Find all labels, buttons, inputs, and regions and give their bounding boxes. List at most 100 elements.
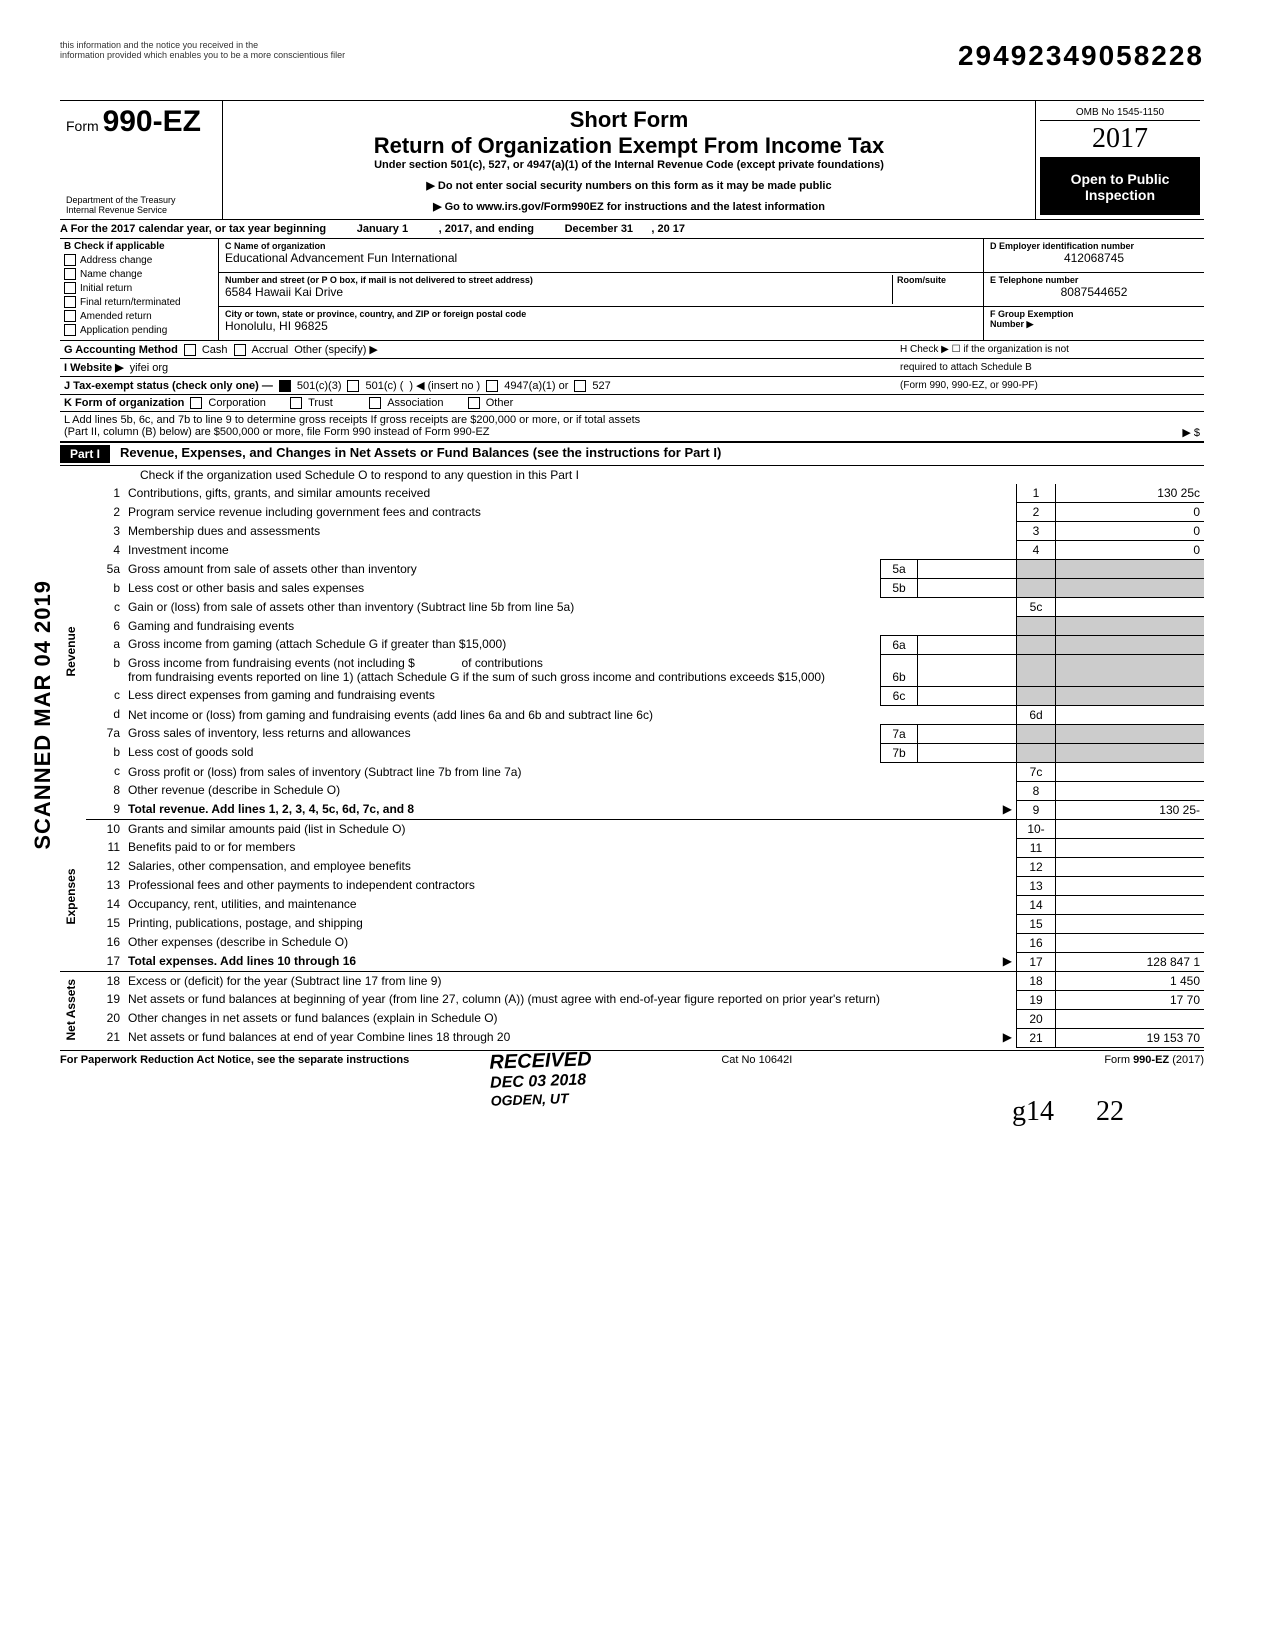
checkbox-icon[interactable] <box>347 380 359 392</box>
h-line1: H Check ▶ ☐ if the organization is not <box>900 344 1200 355</box>
checkbox-icon[interactable] <box>64 296 76 308</box>
line-desc: Gaming and fundraising events <box>124 617 1017 636</box>
table-row: c Gain or (loss) from sale of assets oth… <box>60 598 1204 617</box>
part1-title: Revenue, Expenses, and Changes in Net As… <box>120 445 721 460</box>
l-line2: (Part II, column (B) below) are $500,000… <box>64 426 490 439</box>
col-de: D Employer identification number 4120687… <box>983 239 1204 340</box>
form-number-big: 990-EZ <box>103 105 201 138</box>
table-row: d Net income or (loss) from gaming and f… <box>60 705 1204 724</box>
checkbox-icon[interactable] <box>574 380 586 392</box>
dept-line2: Internal Revenue Service <box>66 205 216 215</box>
line-rightval: 130 25c <box>1056 484 1205 503</box>
line-rightval: 0 <box>1056 541 1205 560</box>
line-subval <box>918 743 1017 762</box>
form-title: Return of Organization Exempt From Incom… <box>233 133 1025 159</box>
table-row: 21 Net assets or fund balances at end of… <box>60 1028 1204 1047</box>
row-i-j: I Website ▶ yifei org required to attach… <box>60 359 1204 377</box>
line-no: 17 <box>86 952 124 971</box>
ein-cell: D Employer identification number 4120687… <box>984 239 1204 273</box>
line-rightno-shaded <box>1017 686 1056 705</box>
checkbox-icon[interactable] <box>468 397 480 409</box>
line-no: 14 <box>86 895 124 914</box>
table-row: 14 Occupancy, rent, utilities, and maint… <box>60 895 1204 914</box>
527-label: 527 <box>592 380 610 392</box>
checkbox-icon[interactable] <box>184 344 196 356</box>
cash-label: Cash <box>202 344 228 356</box>
table-row: a Gross income from gaming (attach Sched… <box>60 635 1204 654</box>
line-rightno: 6d <box>1017 705 1056 724</box>
line-rightval: 0 <box>1056 503 1205 522</box>
checkbox-icon[interactable] <box>64 282 76 294</box>
website-value: yifei org <box>130 362 169 374</box>
checkbox-icon[interactable] <box>64 268 76 280</box>
dept-treasury: Department of the Treasury Internal Reve… <box>66 195 216 215</box>
line-no: 11 <box>86 838 124 857</box>
schedule-o-text: Check if the organization used Schedule … <box>140 468 579 482</box>
line-rightno: 16 <box>1017 933 1056 952</box>
line-rightno: 5c <box>1017 598 1056 617</box>
table-row: 13 Professional fees and other payments … <box>60 876 1204 895</box>
line-desc: Total revenue. Add lines 1, 2, 3, 4, 5c,… <box>128 802 414 816</box>
checkbox-icon[interactable] <box>486 380 498 392</box>
checkbox-application-pending: Application pending <box>64 324 214 336</box>
phone-value: 8087544652 <box>990 285 1198 299</box>
corporation-label: Corporation <box>208 397 265 409</box>
checkbox-label: Initial return <box>80 283 132 294</box>
line-no: 5a <box>86 560 124 579</box>
line-rightno: 10- <box>1017 820 1056 839</box>
room-label: Room/suite <box>897 275 977 285</box>
open-public-1: Open to Public <box>1042 171 1198 187</box>
table-row: 8 Other revenue (describe in Schedule O)… <box>60 781 1204 800</box>
line-rightval <box>1056 705 1205 724</box>
association-label: Association <box>387 397 443 409</box>
col-b-header: B Check if applicable <box>64 241 214 252</box>
line-rightno-shaded <box>1017 724 1056 743</box>
accounting-method-label: G Accounting Method <box>64 344 178 356</box>
omb-number: OMB No 1545-1150 <box>1040 105 1200 121</box>
form-note-2: ▶ Go to www.irs.gov/Form990EZ for instru… <box>233 200 1025 213</box>
checkbox-icon[interactable] <box>234 344 246 356</box>
line-desc: Gross amount from sale of assets other t… <box>124 560 881 579</box>
line-rightno: 1 <box>1017 484 1056 503</box>
line-rightno: 9 <box>1017 800 1056 819</box>
line-desc: Excess or (deficit) for the year (Subtra… <box>124 972 1017 991</box>
footer-mid: Cat No 10642I <box>721 1054 792 1066</box>
line-desc: Printing, publications, postage, and shi… <box>124 914 1017 933</box>
line-no: 20 <box>86 1009 124 1028</box>
checkbox-icon-checked[interactable] <box>279 380 291 392</box>
tax-year: 2017 <box>1040 121 1200 158</box>
arrow-icon: ▶ <box>1003 1030 1012 1044</box>
checkbox-icon[interactable] <box>190 397 202 409</box>
table-row: 12 Salaries, other compensation, and emp… <box>60 857 1204 876</box>
line-rightval <box>1056 914 1205 933</box>
line-rightval: 1 450 <box>1056 972 1205 991</box>
501c3-label: 501(c)(3) <box>297 380 342 392</box>
line-desc: Gross income from gaming (attach Schedul… <box>124 635 881 654</box>
checkbox-name-change: Name change <box>64 268 214 280</box>
city-label: City or town, state or province, country… <box>225 309 977 319</box>
checkbox-icon[interactable] <box>64 324 76 336</box>
table-row: 11 Benefits paid to or for members 11 <box>60 838 1204 857</box>
tax-exempt-label: J Tax-exempt status (check only one) — <box>64 380 273 392</box>
open-public-badge: Open to Public Inspection <box>1040 158 1200 215</box>
line-desc: Net assets or fund balances at beginning… <box>124 990 1017 1009</box>
checkbox-icon[interactable] <box>64 254 76 266</box>
checkbox-icon[interactable] <box>64 310 76 322</box>
line-rightval <box>1056 1009 1205 1028</box>
line-desc-total: Total revenue. Add lines 1, 2, 3, 4, 5c,… <box>124 800 1017 819</box>
checkbox-icon[interactable] <box>290 397 302 409</box>
group-exemption-cell: F Group Exemption Number ▶ <box>984 307 1204 340</box>
line-rightval <box>1056 820 1205 839</box>
period-end2: , 20 17 <box>651 223 685 235</box>
line-no: a <box>86 635 124 654</box>
stamp-date: DEC 03 2018 <box>490 1071 593 1093</box>
line-desc: Contributions, gifts, grants, and simila… <box>124 484 1017 503</box>
line-no: 4 <box>86 541 124 560</box>
group-exemption-label2: Number ▶ <box>990 319 1198 330</box>
checkbox-icon[interactable] <box>369 397 381 409</box>
l-arrow: ▶ $ <box>1182 426 1200 439</box>
accrual-label: Accrual <box>252 344 289 356</box>
line-rightval: 19 153 70 <box>1056 1028 1205 1047</box>
line-subval <box>918 579 1017 598</box>
line-subval <box>918 686 1017 705</box>
